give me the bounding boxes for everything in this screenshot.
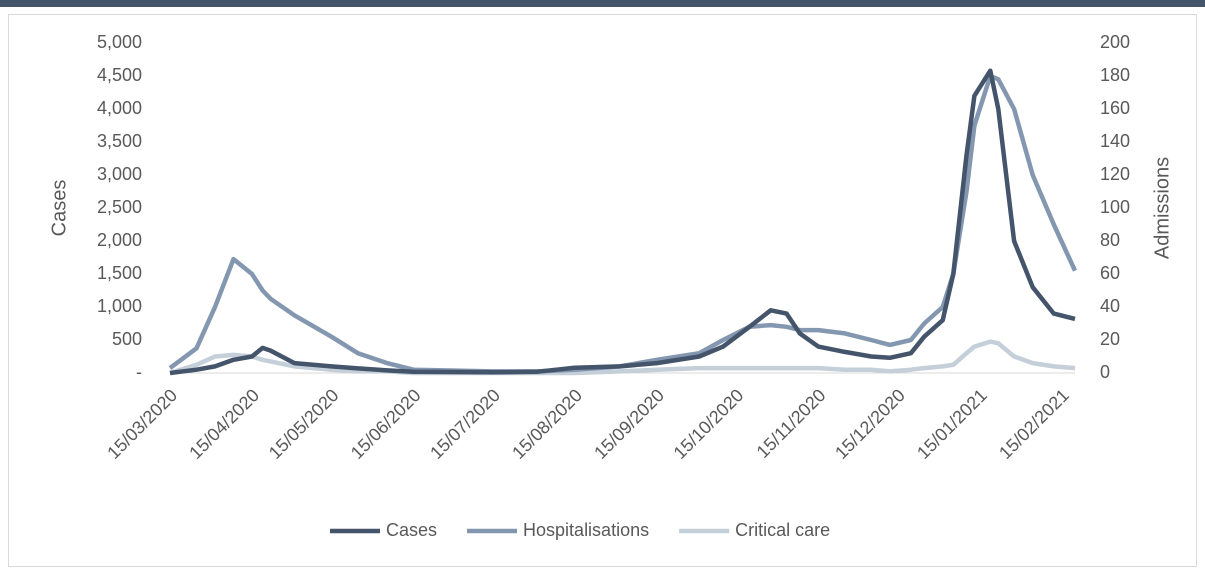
y-axis-title: Cases [48,180,70,237]
x-tick-label: 15/11/2020 [753,385,830,462]
y2-tick-label: 120 [1100,164,1130,184]
x-tick-label: 15/02/2021 [995,385,1073,463]
y2-tick-label: 60 [1100,263,1120,283]
x-tick-label: 15/08/2020 [508,385,586,463]
y-tick-label: - [136,362,142,382]
y2-tick-label: 100 [1100,197,1130,217]
x-tick-label: 15/10/2020 [670,385,748,463]
chart-frame [8,14,1197,567]
x-tick-label: 15/01/2021 [913,385,991,463]
y2-tick-label: 140 [1100,131,1130,151]
y-tick-label: 500 [112,329,142,349]
legend-label: Hospitalisations [523,520,649,540]
x-tick-label: 15/12/2020 [831,385,909,463]
y2-tick-label: 180 [1100,65,1130,85]
y-tick-label: 2,500 [97,197,142,217]
x-tick-label: 15/06/2020 [347,385,425,463]
y-tick-label: 1,000 [97,296,142,316]
y2-tick-label: 160 [1100,98,1130,118]
y-tick-label: 3,000 [97,164,142,184]
series-line [169,68,1076,376]
legend-label: Critical care [735,520,830,540]
x-tick-label: 15/05/2020 [265,385,343,463]
y2-tick-label: 80 [1100,230,1120,250]
y-tick-label: 4,000 [97,98,142,118]
y2-tick-label: 20 [1100,329,1120,349]
y-tick-label: 1,500 [97,263,142,283]
y2-axis-title: Admissions [1151,157,1173,259]
y2-tick-label: 40 [1100,296,1120,316]
y-tick-label: 2,000 [97,230,142,250]
x-tick-label: 15/07/2020 [426,385,504,463]
x-tick-label: 15/04/2020 [185,385,263,463]
series-line [169,339,1076,376]
legend-label: Cases [386,520,437,540]
y-tick-label: 3,500 [97,131,142,151]
series-line [168,73,1078,374]
x-tick-label: 15/09/2020 [590,385,668,463]
top-bar [0,0,1205,7]
y-tick-label: 5,000 [97,32,142,52]
y2-tick-label: 200 [1100,32,1130,52]
y-tick-label: 4,500 [97,65,142,85]
x-tick-label: 15/03/2020 [103,385,181,463]
y2-tick-label: 0 [1100,362,1110,382]
